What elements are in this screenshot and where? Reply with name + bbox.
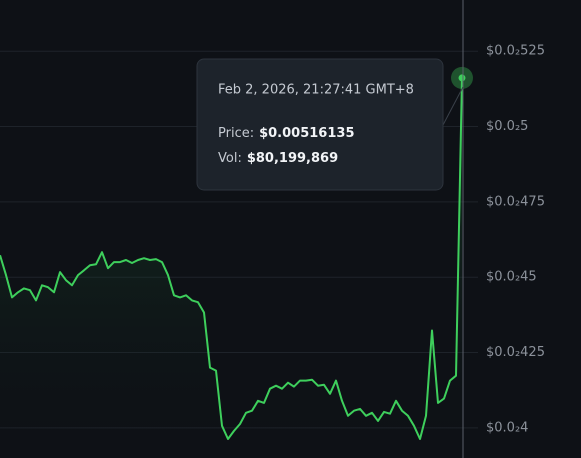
y-tick-label: $0.0₂425 <box>486 345 545 360</box>
tooltip-vol: Vol: $80,199,869 <box>218 151 338 166</box>
area-fill <box>0 77 462 458</box>
price-label: Price: <box>218 126 254 141</box>
tooltip-price: Price: $0.00516135 <box>218 126 355 141</box>
tooltip-time: Feb 2, 2026, 21:27:41 GMT+8 <box>218 83 414 98</box>
cursor-dot <box>458 74 466 82</box>
y-tick-label: $0.0₂5 <box>486 119 528 134</box>
tooltip-connector <box>442 86 464 126</box>
vol-label: Vol: <box>218 151 242 166</box>
price-line <box>0 77 463 440</box>
y-tick-label: $0.0₂4 <box>486 420 528 435</box>
y-tick-label: $0.0₂525 <box>486 44 545 59</box>
tooltip-box <box>196 58 444 191</box>
y-tick-label: $0.0₂45 <box>486 270 537 285</box>
price-value: $0.00516135 <box>259 126 354 141</box>
tooltip: Feb 2, 2026, 21:27:41 GMT+8 Price: $0.005… <box>196 58 464 191</box>
y-tick-label: $0.0₂475 <box>486 194 545 209</box>
vol-value: $80,199,869 <box>247 151 338 166</box>
plot <box>0 66 473 458</box>
grid: $0.0₂4 $0.0₂425 $0.0₂45 $0.0₂475 $0.0₂5 $0.0₂… <box>0 44 545 435</box>
